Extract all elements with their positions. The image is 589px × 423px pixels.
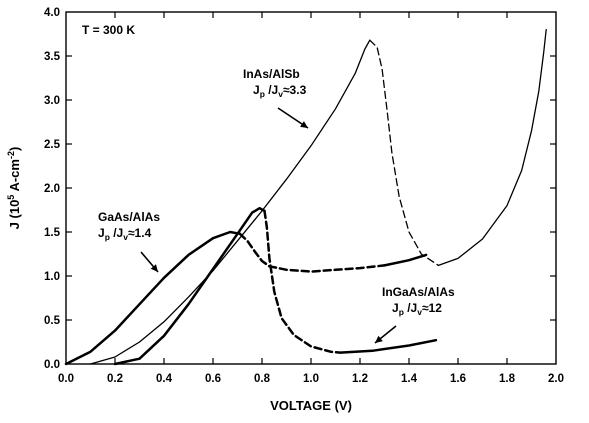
x-tick-label: 0.4 <box>156 373 173 385</box>
series-inas-alsb <box>89 28 547 365</box>
y-tick-label: 3.0 <box>44 95 60 107</box>
arrow-head <box>375 335 383 343</box>
y-tick-label: 0.0 <box>44 359 60 371</box>
label-gaas-alas: GaAs/AlAs <box>98 210 160 224</box>
x-tick-label: 0.0 <box>58 373 74 385</box>
x-tick-label: 1.2 <box>352 373 368 385</box>
x-tick-label: 1.4 <box>401 373 418 385</box>
x-tick-label: 0.8 <box>254 373 271 385</box>
series-line-solid <box>339 338 438 354</box>
y-axis-title-part: A-cm <box>7 159 22 195</box>
series-line-dashed <box>369 39 440 267</box>
y-axis-title-sup: 5 <box>6 195 16 200</box>
y-tick-label: 1.5 <box>44 227 61 239</box>
ratio-subscript: v <box>278 89 283 99</box>
series-line-dashed <box>238 232 386 273</box>
x-tick-label: 0.2 <box>107 373 123 385</box>
y-tick-label: 2.0 <box>44 183 60 195</box>
ratio-subscript: v <box>123 232 128 242</box>
ratio-text: J <box>253 83 260 97</box>
ratio-text: ≈12 <box>422 301 442 315</box>
temperature-label: T = 300 K <box>82 23 135 37</box>
ratio-text: /J <box>110 226 123 240</box>
series-gaas-alas <box>64 230 428 366</box>
y-tick-label: 2.5 <box>44 139 61 151</box>
series-ingaas-alas <box>113 206 438 366</box>
series-layer <box>64 28 547 366</box>
y-axis-title: J (105 A-cm-2) <box>6 147 22 230</box>
x-tick-label: 1.8 <box>499 373 516 385</box>
series-line-solid <box>383 253 428 267</box>
y-tick-label: 3.5 <box>44 51 61 63</box>
series-line-dashed <box>263 209 342 354</box>
y-tick-label: 0.5 <box>44 315 61 327</box>
ratio-subscript: v <box>417 307 422 317</box>
ratio-text: /J <box>265 83 278 97</box>
x-axis-ticks: 0.0 0.2 0.4 0.6 0.8 1.0 1.2 1.4 1.6 1.8 2.0 <box>58 12 564 385</box>
ratio-text: /J <box>404 301 417 315</box>
series-line-solid <box>64 230 242 366</box>
ratio-ingaas-alas: Jp /Jv≈12 <box>392 301 442 317</box>
series-line-solid <box>89 39 371 365</box>
series-line-solid <box>437 28 547 267</box>
y-tick-label: 4.0 <box>44 7 60 19</box>
ratio-text: ≈3.3 <box>283 83 307 97</box>
y-axis-title-part: ) <box>7 147 22 151</box>
label-ingaas-alas: InGaAs/AlAs <box>382 285 455 299</box>
x-tick-label: 1.0 <box>303 373 319 385</box>
ratio-inas-alsb: Jp /Jv≈3.3 <box>253 83 307 99</box>
x-axis-title: VOLTAGE (V) <box>270 398 352 413</box>
plot-frame <box>65 11 557 365</box>
x-tick-label: 0.6 <box>205 373 221 385</box>
ratio-text: J <box>98 226 105 240</box>
ratio-subscript: p <box>260 89 265 99</box>
y-axis-title-part: J (10 <box>7 200 22 230</box>
x-tick-label: 1.6 <box>450 373 466 385</box>
y-axis-title-sup: -2 <box>6 151 16 159</box>
label-inas-alsb: InAs/AlSb <box>243 67 300 81</box>
arrow-head <box>150 264 158 272</box>
series-line-solid <box>113 206 266 366</box>
ratio-text: ≈1.4 <box>128 226 152 240</box>
ratio-text: J <box>392 301 399 315</box>
ratio-subscript: p <box>105 232 110 242</box>
arrow-head <box>300 121 308 128</box>
y-tick-label: 1.0 <box>44 271 60 283</box>
ratio-subscript: p <box>399 307 404 317</box>
ratio-gaas-alas: Jp /Jv≈1.4 <box>98 226 152 242</box>
x-tick-label: 2.0 <box>548 373 564 385</box>
y-axis-ticks: 0.0 0.5 1.0 1.5 2.0 2.5 3.0 3.5 4.0 <box>44 7 556 371</box>
